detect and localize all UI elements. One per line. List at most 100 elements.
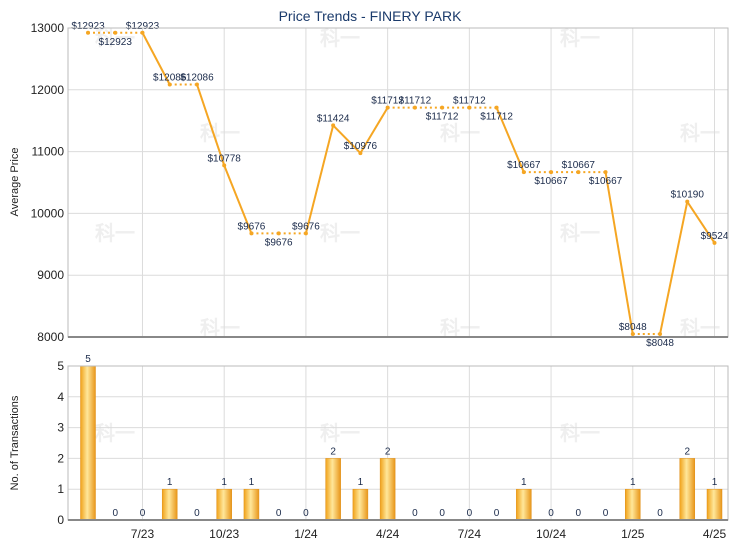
price-data-label: $12923 [71,21,105,32]
transaction-bar-label: 2 [684,446,690,457]
x-tick-label: 4/24 [376,527,400,541]
price-line-segment [604,172,634,335]
price-point [467,105,472,110]
transaction-bar-label: 2 [330,446,336,457]
transaction-bar-label: 0 [194,508,200,519]
transactions-y-tick-label: 5 [57,359,64,373]
price-data-label: $11424 [317,113,350,124]
transaction-bar [161,488,178,521]
transaction-bar-label: 1 [521,477,527,488]
price-point [521,170,526,175]
watermark-glyph: 科一 [440,121,480,145]
price-data-label: $12923 [126,21,160,32]
chart-title: Price Trends - FINERY PARK [279,8,462,24]
price-point [658,332,663,337]
price-data-label: $12923 [99,37,133,48]
price-line-segment [141,32,171,85]
price-point [385,105,390,110]
price-y-tick-label: 8000 [37,330,64,344]
transaction-bar-label: 1 [167,477,173,488]
price-point [167,82,172,87]
price-data-label: $10778 [208,153,242,164]
transactions-y-axis-label: No. of Transactions [9,395,21,490]
price-data-label: $9676 [265,237,293,248]
x-tick-label: 10/24 [536,527,566,541]
transaction-bar [625,488,641,521]
price-point [712,240,717,245]
price-data-label: $9676 [238,221,266,232]
transaction-bar-label: 2 [385,446,391,457]
transaction-bar-label: 1 [221,477,227,488]
transaction-bar-label: 1 [249,477,255,488]
transaction-bar-label: 0 [140,508,146,519]
price-point [222,163,227,168]
x-tick-label: 1/25 [621,527,645,541]
price-data-label: $8048 [619,322,647,333]
x-tick-label: 7/23 [131,527,155,541]
transaction-bar-label: 0 [439,508,445,519]
price-point [113,30,118,35]
price-point [303,231,308,236]
price-point [549,170,554,175]
price-point [412,105,417,110]
price-data-label: $10667 [507,160,541,171]
transaction-bar [80,365,96,521]
price-data-label: $10667 [534,176,568,187]
price-point [576,170,581,175]
price-data-label: $9524 [701,231,729,242]
x-tick-label: 7/24 [458,527,482,541]
transaction-bars [80,365,723,521]
transaction-bar [516,488,532,521]
price-point [249,231,254,236]
x-tick-label: 1/24 [294,527,318,541]
watermark-glyph: 科一 [95,26,135,50]
watermark-glyph: 科一 [95,421,135,445]
price-data-label: $12086 [180,72,214,83]
price-y-tick-label: 11000 [32,145,65,159]
transaction-bar [216,488,232,521]
price-y-tick-label: 9000 [37,268,64,282]
transaction-bar-label: 0 [467,508,473,519]
transactions-y-tick-label: 0 [57,513,64,527]
price-data-label: $8048 [646,338,674,349]
price-point [140,30,145,35]
price-line [86,30,717,337]
price-data-label: $11712 [399,96,432,107]
watermark-glyph: 科一 [560,26,600,50]
price-point [194,82,199,87]
price-data-label: $9676 [292,221,320,232]
watermark-glyph: 科一 [320,421,360,445]
price-line-segment [659,201,689,335]
transaction-bar-label: 5 [85,354,91,365]
price-point [494,105,499,110]
transaction-bar [706,488,723,521]
price-y-tick-label: 13000 [31,21,65,35]
watermark-glyph: 科一 [200,121,240,145]
price-y-axis-label: Average Price [9,148,21,217]
price-data-label: $11712 [480,112,513,123]
price-line-segment [332,124,362,154]
transaction-bar [243,488,260,521]
watermark-glyph: 科一 [680,121,720,145]
watermark-glyph: 科一 [560,221,600,245]
transaction-bar-label: 1 [630,477,636,488]
plot-frames [67,27,729,521]
price-data-label: $11712 [426,112,459,123]
price-line-segment [495,107,525,173]
transaction-bar [379,458,396,521]
transaction-bar-label: 1 [712,477,718,488]
price-line-segment [196,84,226,166]
price-point [276,231,281,236]
price-point [331,123,336,128]
watermark-glyph: 科一 [95,221,135,245]
price-point [358,151,363,156]
price-data-label: $11712 [371,96,404,107]
watermark-glyph: 科一 [320,26,360,50]
price-line-segment [223,164,253,234]
price-data-label: $11712 [453,96,486,107]
price-point [440,105,445,110]
